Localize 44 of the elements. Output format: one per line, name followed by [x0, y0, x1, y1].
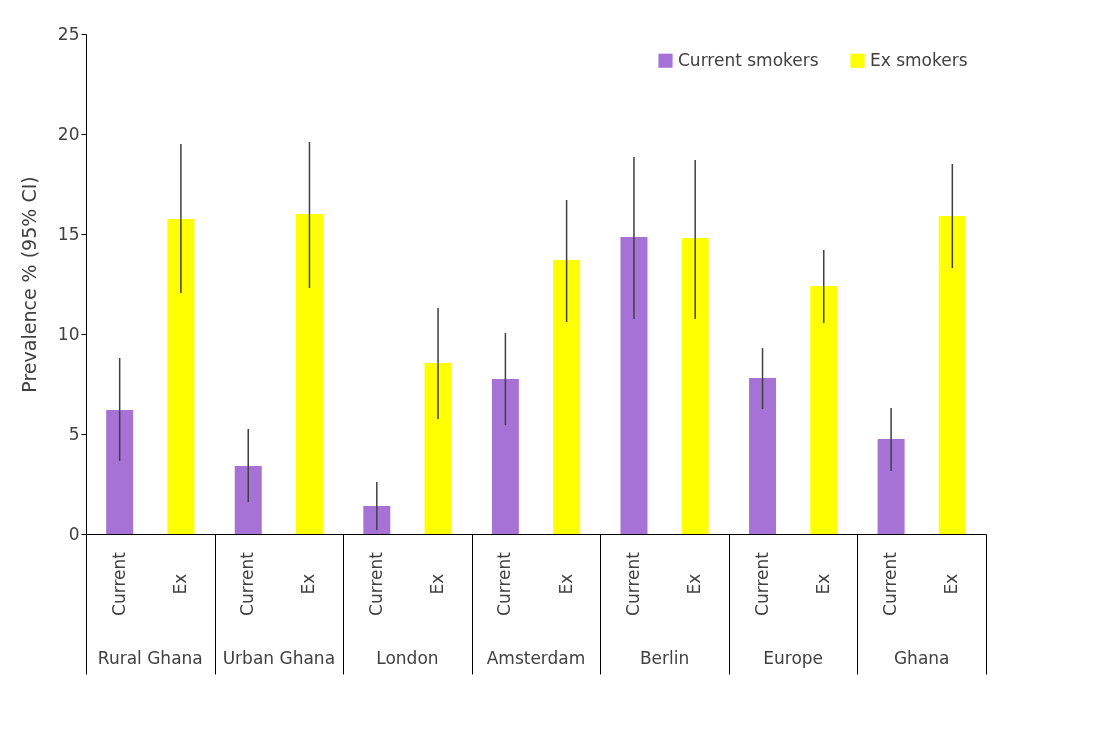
bar [424, 363, 452, 534]
y-axis-title: Prevalence % (95% CI) [17, 176, 40, 393]
text: Current [494, 551, 515, 616]
text: Ex [684, 573, 705, 595]
x-tick-label: Urban Ghana [222, 648, 336, 668]
y-tick-label: 20 [57, 123, 80, 144]
text: Ex [298, 573, 319, 595]
text: Current [365, 551, 386, 616]
bar [877, 439, 905, 534]
x-tick-label: Rural Ghana [97, 648, 203, 668]
x-tick-label: Berlin [639, 648, 690, 668]
text: Ex [941, 573, 962, 595]
text: Ex [427, 573, 448, 595]
legend-label: Ex smokers [870, 49, 968, 70]
x-tick-label: Ghana [893, 648, 950, 668]
x-tick-label: Europe [763, 648, 824, 668]
y-tick-label: 10 [57, 323, 80, 344]
text: Current [622, 551, 643, 616]
bar [491, 379, 519, 534]
bar [106, 410, 134, 534]
bar [363, 506, 391, 534]
text: Ex [555, 573, 576, 595]
text: Ex [812, 573, 833, 595]
bar [938, 216, 966, 534]
y-tick-label: 5 [68, 423, 80, 444]
bar [620, 237, 648, 534]
bar [749, 378, 777, 534]
text: Ex [169, 573, 190, 595]
text: Current [880, 551, 901, 616]
bar [553, 260, 581, 534]
bar [681, 238, 709, 534]
y-tick-label: 15 [57, 223, 80, 244]
text: Current [108, 551, 129, 616]
bar [167, 219, 195, 534]
bar [295, 214, 323, 534]
y-tick-label: 0 [68, 523, 80, 544]
text: Current [237, 551, 258, 616]
y-tick-label: 25 [57, 23, 80, 44]
legend-label: Current smokers [678, 49, 819, 70]
x-tick-label: London [376, 648, 439, 668]
bar [234, 466, 262, 534]
text: Current [751, 551, 772, 616]
bar [810, 286, 838, 534]
x-tick-label: Amsterdam [486, 648, 586, 668]
